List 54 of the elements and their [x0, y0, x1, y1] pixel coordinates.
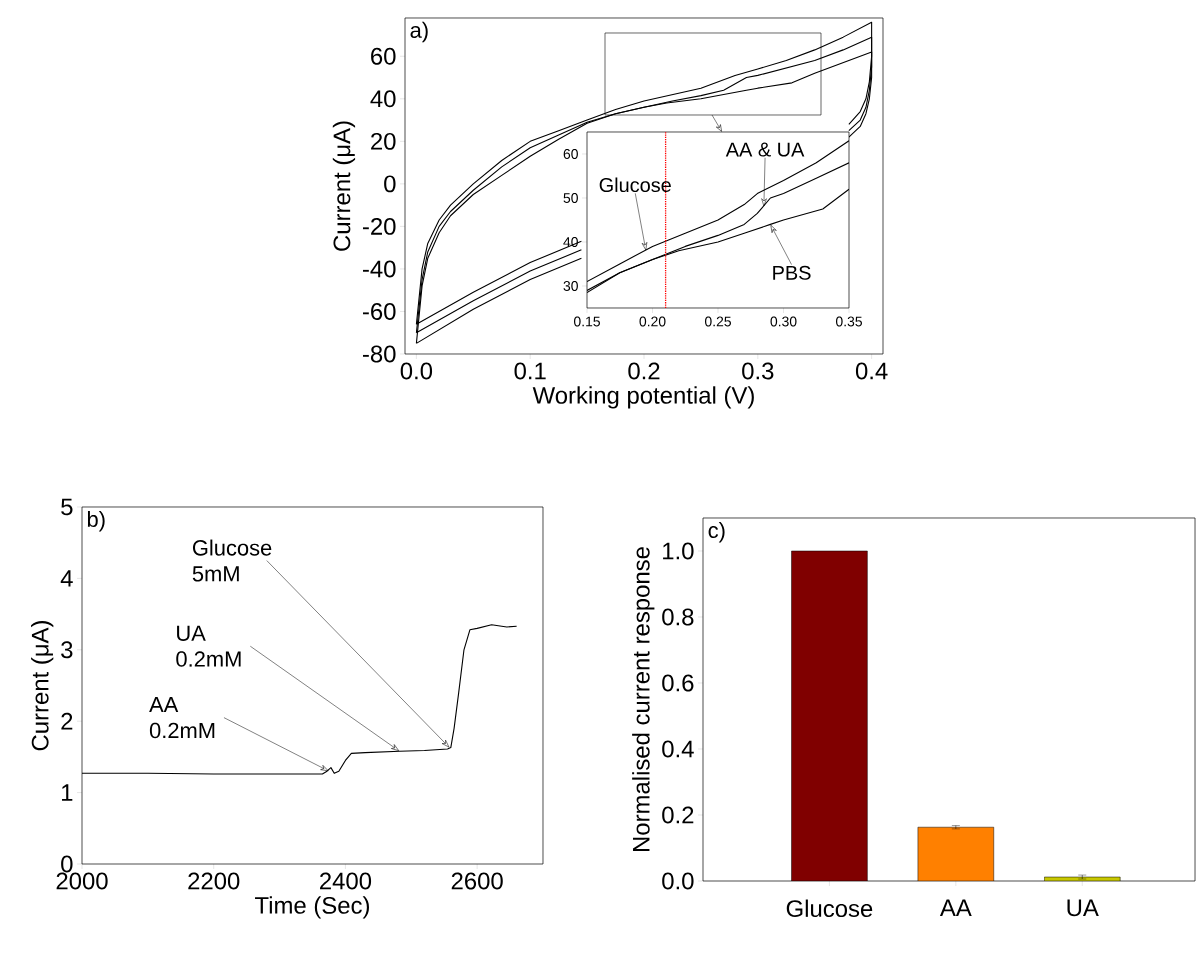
y-tick-label: 1 [62, 784, 73, 801]
y-axis-title: Current (μA) [332, 121, 356, 251]
y-tick-label: 0.8 [662, 608, 694, 626]
x-tick-label: 0.30 [770, 316, 797, 327]
x-tick-label: 0.25 [704, 316, 731, 327]
x-tick-label: UA [1067, 899, 1099, 917]
y-tick-label: 30 [563, 281, 578, 291]
y-tick-label: 60 [371, 47, 396, 65]
y-tick-label: 1.0 [663, 542, 694, 560]
annotation: PBS [773, 265, 811, 280]
y-tick-label: 40 [563, 237, 578, 247]
x-tick-label: 2200 [188, 872, 240, 890]
y-tick-label: -60 [362, 303, 396, 320]
y-tick-label: 50 [563, 193, 578, 203]
y-tick-label: 40 [370, 90, 396, 108]
x-tick-label: 0.0 [400, 362, 433, 380]
y-tick-label: 0.4 [662, 740, 694, 758]
y-tick-label: 3 [61, 641, 73, 659]
annotation: a) [410, 21, 428, 43]
y-tick-label: 5 [61, 498, 73, 516]
y-tick-label: -40 [362, 260, 396, 278]
x-tick-label: 2000 [56, 872, 108, 890]
y-tick-label: 0 [384, 175, 396, 193]
y-tick-label: 2 [61, 712, 73, 730]
annotation: b) [87, 510, 105, 532]
y-tick-label: 0 [61, 855, 73, 873]
x-tick-label: Glucose [786, 899, 873, 918]
x-axis-title: Time (Sec) [255, 896, 369, 919]
annotation: AA & UA [725, 142, 805, 157]
x-tick-label: 0.35 [835, 316, 862, 327]
annotation: UA 0.2mM [176, 625, 241, 667]
y-tick-label: 0.2 [662, 806, 694, 824]
annotation: Glucose [599, 177, 671, 193]
y-tick-label: 4 [60, 570, 73, 587]
y-axis-title: Current (μA) [31, 621, 54, 751]
y-tick-label: 60 [563, 149, 578, 159]
x-tick-label: 2400 [320, 872, 372, 890]
x-axis-title: Working potential (V) [532, 386, 754, 409]
y-tick-label: -80 [362, 345, 396, 363]
annotation: c) [708, 522, 725, 543]
y-axis-title: Normalised current response [632, 547, 655, 852]
y-tick-label: 0.6 [662, 674, 694, 692]
x-tick-label: 0.4 [855, 362, 888, 380]
y-tick-label: 20 [371, 132, 396, 150]
x-tick-label: 0.3 [742, 362, 774, 380]
x-tick-label: 0.15 [573, 316, 600, 327]
x-tick-label: 0.20 [639, 316, 666, 327]
x-tick-label: 0.1 [514, 362, 546, 380]
x-tick-label: AA [939, 899, 972, 916]
x-tick-label: 0.2 [628, 362, 660, 380]
y-tick-label: -20 [362, 217, 396, 235]
x-tick-label: 2600 [451, 872, 503, 890]
annotation: AA 0.2mM [149, 697, 215, 739]
annotation: Glucose 5mM [192, 539, 272, 582]
